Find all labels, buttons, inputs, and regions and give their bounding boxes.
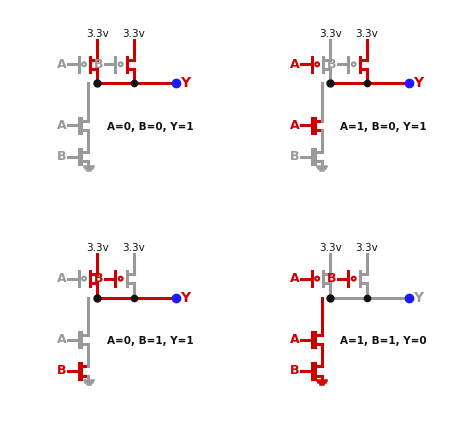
Text: A=1, B=1, Y=0: A=1, B=1, Y=0 <box>340 336 427 346</box>
Text: Y: Y <box>180 291 191 305</box>
Text: Y: Y <box>413 291 424 305</box>
Text: B: B <box>327 58 336 71</box>
Text: 3.3v: 3.3v <box>319 28 342 39</box>
Text: A: A <box>57 58 66 71</box>
Text: 3.3v: 3.3v <box>356 28 378 39</box>
Text: 3.3v: 3.3v <box>86 243 109 253</box>
Text: Y: Y <box>180 77 191 90</box>
Text: B: B <box>93 58 103 71</box>
Text: B: B <box>290 150 300 163</box>
Text: Y: Y <box>413 77 424 90</box>
Text: A=0, B=0, Y=1: A=0, B=0, Y=1 <box>107 122 193 132</box>
Text: A: A <box>57 272 66 285</box>
Text: 3.3v: 3.3v <box>319 243 342 253</box>
Text: B: B <box>93 272 103 285</box>
Text: B: B <box>327 272 336 285</box>
Text: B: B <box>57 150 66 163</box>
Text: A: A <box>290 58 300 71</box>
Text: 3.3v: 3.3v <box>122 28 145 39</box>
Text: A: A <box>290 333 300 346</box>
Text: A=1, B=0, Y=1: A=1, B=0, Y=1 <box>340 122 427 132</box>
Text: A=0, B=1, Y=1: A=0, B=1, Y=1 <box>107 336 193 346</box>
Text: 3.3v: 3.3v <box>86 28 109 39</box>
Text: A: A <box>290 272 300 285</box>
Text: A: A <box>290 119 300 132</box>
Text: B: B <box>290 364 300 378</box>
Text: 3.3v: 3.3v <box>356 243 378 253</box>
Text: B: B <box>57 364 66 378</box>
Text: A: A <box>57 333 66 346</box>
Text: 3.3v: 3.3v <box>122 243 145 253</box>
Text: A: A <box>57 119 66 132</box>
